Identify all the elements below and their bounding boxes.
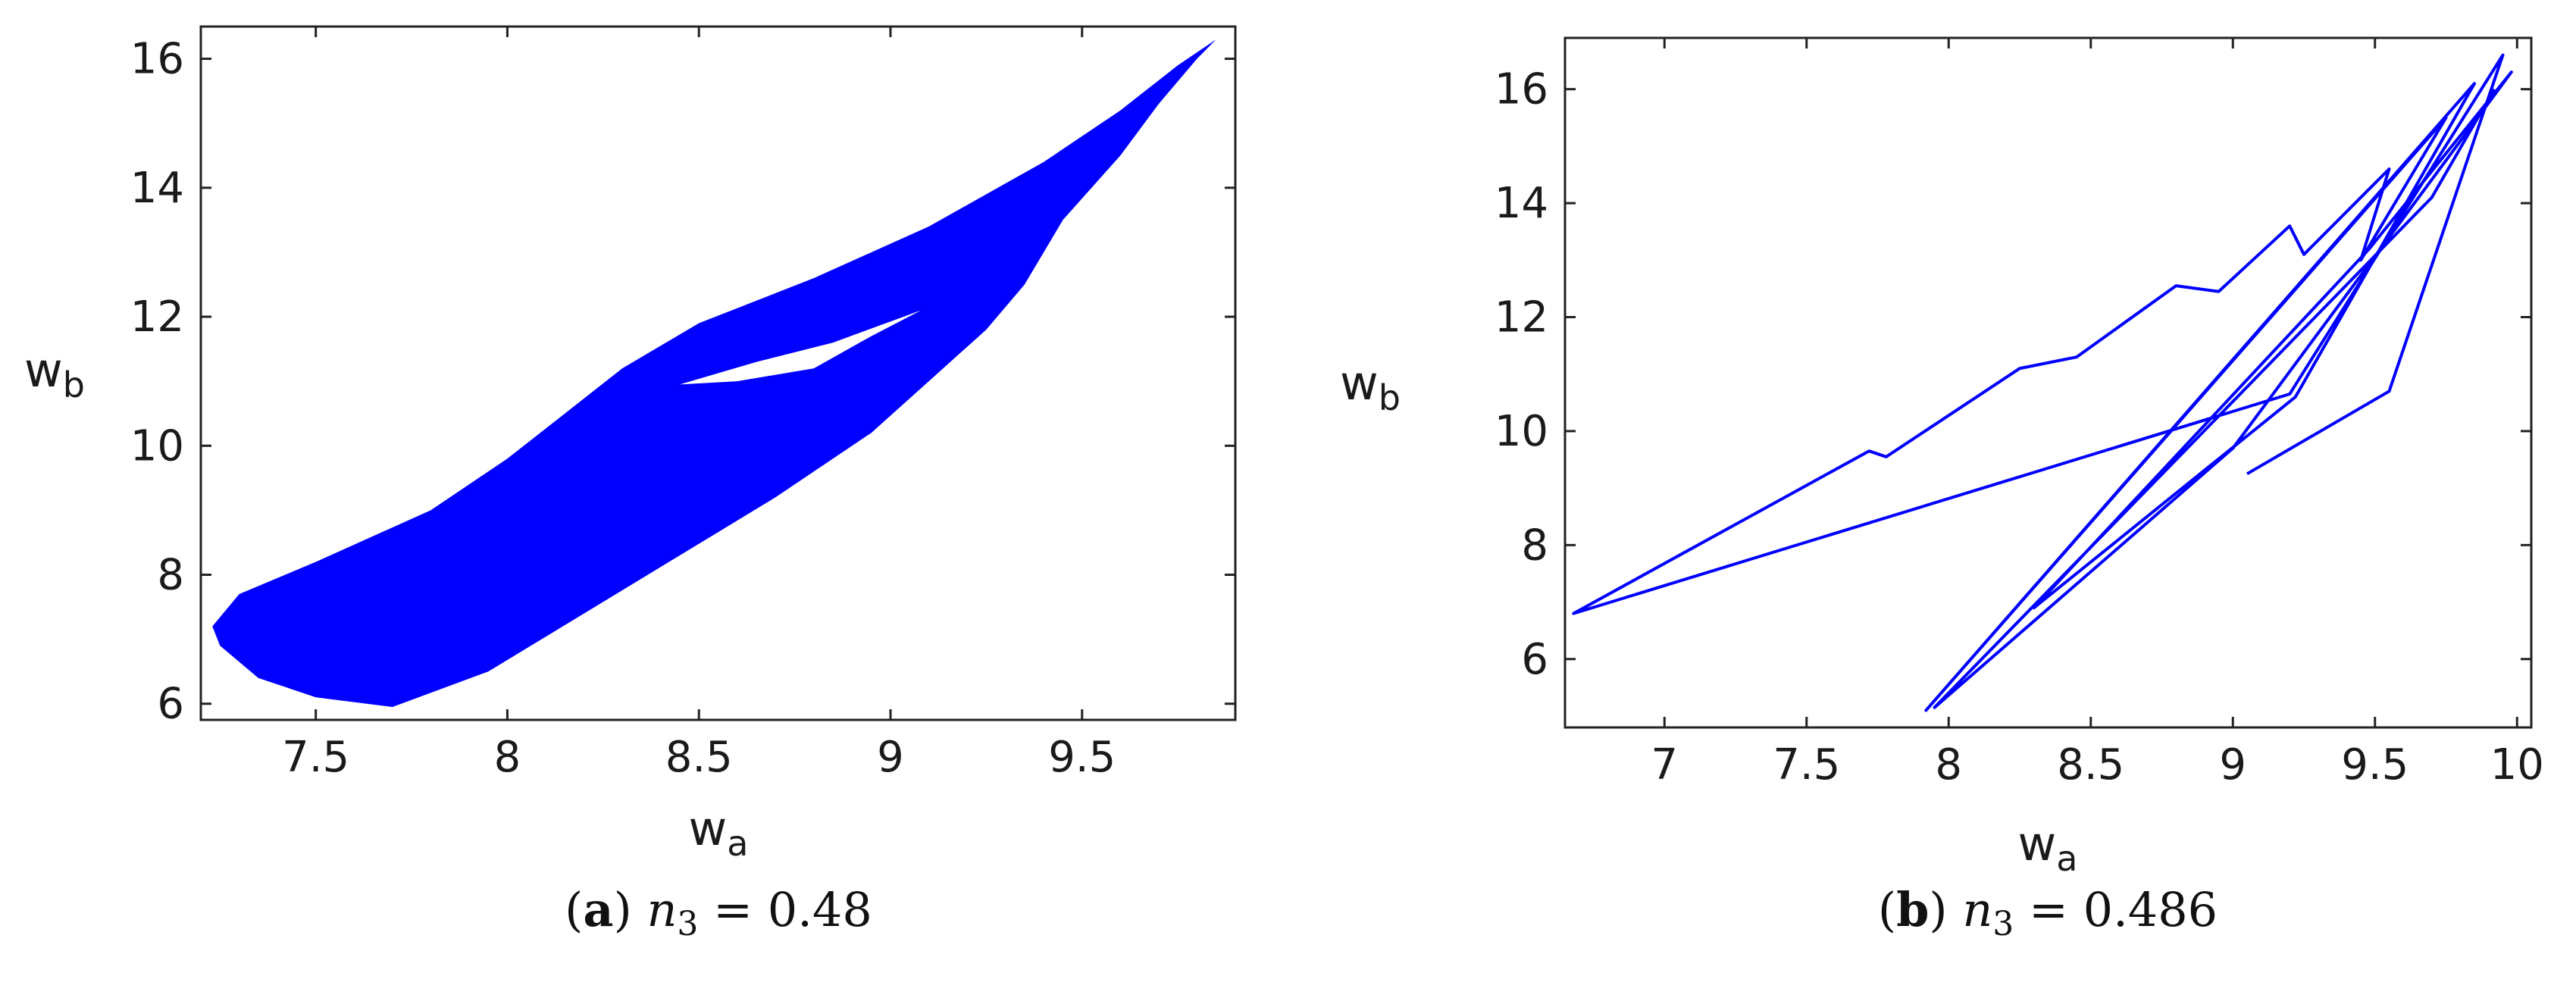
panel-b-series-line xyxy=(1572,53,2513,712)
panel-a-x-ticks: 7.5 8 8.5 9 9.5 xyxy=(282,27,1116,782)
panel-b-y-tick-label: 16 xyxy=(1495,65,1548,114)
panel-a-x-tick-label: 9 xyxy=(877,733,904,782)
panel-b-y-ticks: 6 8 10 12 14 16 xyxy=(1495,65,2531,684)
panel-b-y-tick-label: 10 xyxy=(1495,407,1548,456)
panel-b-y-tick-label: 8 xyxy=(1521,521,1548,570)
panel-a: 7.5 8 8.5 9 9.5 6 8 10 12 14 16 wa wb (a) n3 = 0.… xyxy=(24,25,1237,943)
panel-b: 7 7.5 8 8.5 9 9.5 10 6 8 10 12 14 16 wa wb (b) n3 =… xyxy=(1340,36,2544,943)
panel-a-x-axis-label: wa xyxy=(689,801,749,864)
panel-a-x-tick-label: 9.5 xyxy=(1048,733,1116,782)
panel-b-x-tick-label: 7.5 xyxy=(1773,740,1840,790)
panel-b-y-tick-label: 6 xyxy=(1521,635,1548,684)
panel-b-x-tick-label: 7 xyxy=(1651,740,1678,790)
panel-a-x-tick-label: 8 xyxy=(494,733,521,782)
panel-a-y-tick-label: 12 xyxy=(130,292,184,342)
panel-a-y-ticks: 6 8 10 12 14 16 xyxy=(130,35,1235,729)
panel-b-x-tick-label: 9 xyxy=(2219,740,2246,790)
panel-a-y-tick-label: 10 xyxy=(130,421,184,471)
panel-a-y-tick-label: 14 xyxy=(130,164,184,213)
panel-b-x-tick-label: 10 xyxy=(2490,740,2544,790)
panel-b-x-tick-label: 9.5 xyxy=(2341,740,2409,790)
panel-a-x-tick-label: 7.5 xyxy=(282,733,349,782)
panel-b-caption: (b) n3 = 0.486 xyxy=(1878,882,2218,943)
panel-a-y-tick-label: 8 xyxy=(157,550,184,599)
panel-b-y-tick-label: 14 xyxy=(1495,179,1548,228)
panel-a-y-axis-label: wb xyxy=(24,343,85,405)
panel-b-x-axis-label: wa xyxy=(2018,816,2078,879)
panel-a-frame xyxy=(199,25,1237,721)
panel-b-y-axis-label: wb xyxy=(1340,355,1401,418)
panel-b-frame xyxy=(1563,36,2533,729)
panel-b-x-tick-label: 8 xyxy=(1935,740,1962,790)
panel-a-region xyxy=(212,39,1216,707)
panel-b-x-tick-label: 8.5 xyxy=(2057,740,2124,790)
panel-a-y-tick-label: 16 xyxy=(130,35,184,84)
panel-a-x-tick-label: 8.5 xyxy=(665,733,733,782)
panel-a-caption: (a) n3 = 0.48 xyxy=(565,882,872,943)
panel-b-x-ticks: 7 7.5 8 8.5 9 9.5 10 xyxy=(1651,38,2544,790)
panel-a-y-tick-label: 6 xyxy=(157,680,184,729)
panel-b-y-tick-label: 12 xyxy=(1495,293,1548,343)
